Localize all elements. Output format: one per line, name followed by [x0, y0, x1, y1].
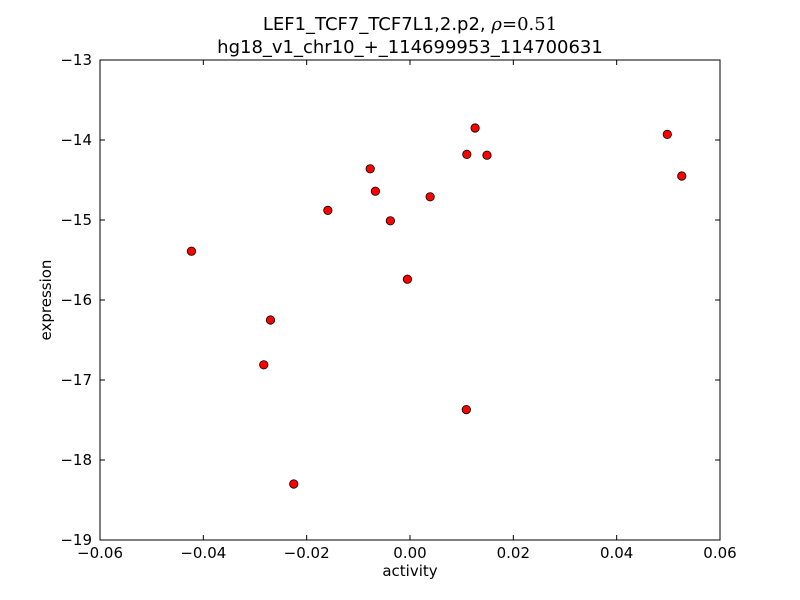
- x-tick-label: 0.02: [497, 544, 530, 562]
- data-point: [425, 192, 435, 202]
- title-rho-value: 0.51: [517, 14, 557, 35]
- y-tick-label: −13: [60, 51, 92, 69]
- data-point: [186, 246, 197, 256]
- data-point: [385, 216, 395, 226]
- chart-title-line1: LEF1_TCF7_TCF7L1,2.p2, ρ=0.51: [263, 14, 557, 35]
- data-point: [677, 171, 687, 181]
- x-axis-label: activity: [382, 562, 437, 580]
- data-point: [323, 205, 333, 215]
- y-tick-label: −16: [60, 291, 92, 309]
- y-axis-ticks: −13 −14 −15 −16 −17 −18 −19: [60, 51, 720, 549]
- y-axis-label: expression: [37, 260, 55, 341]
- y-tick-label: −18: [60, 451, 92, 469]
- title-prefix: LEF1_TCF7_TCF7L1,2.p2,: [263, 14, 492, 35]
- data-point: [370, 186, 380, 196]
- y-tick-label: −14: [60, 131, 92, 149]
- data-point: [462, 149, 472, 159]
- x-tick-label: 0.06: [703, 544, 736, 562]
- title-rho-symbol: ρ: [490, 14, 502, 35]
- data-point: [482, 150, 492, 160]
- data-point: [365, 164, 375, 174]
- y-tick-label: −15: [60, 211, 92, 229]
- plot-area: [99, 59, 721, 541]
- x-tick-label: −0.02: [284, 544, 330, 562]
- chart-title-line2: hg18_v1_chr10_+_114699953_114700631: [217, 37, 603, 58]
- data-point: [662, 129, 672, 139]
- data-point: [259, 360, 269, 370]
- data-point: [265, 315, 276, 325]
- y-tick-label: −19: [60, 531, 92, 549]
- data-point: [402, 274, 413, 284]
- data-point: [461, 404, 471, 415]
- data-points: [186, 123, 687, 489]
- x-tick-label: −0.04: [180, 544, 226, 562]
- x-tick-label: 0.04: [600, 544, 633, 562]
- y-tick-label: −17: [60, 371, 92, 389]
- data-point: [289, 479, 299, 489]
- x-tick-label: 0.00: [393, 544, 426, 562]
- x-axis-ticks: −0.06 −0.04 −0.02 0.00 0.02 0.04 0.06: [77, 60, 737, 562]
- data-point: [470, 123, 480, 133]
- x-tick-label: −0.06: [77, 544, 123, 562]
- title-equals: =: [502, 14, 517, 35]
